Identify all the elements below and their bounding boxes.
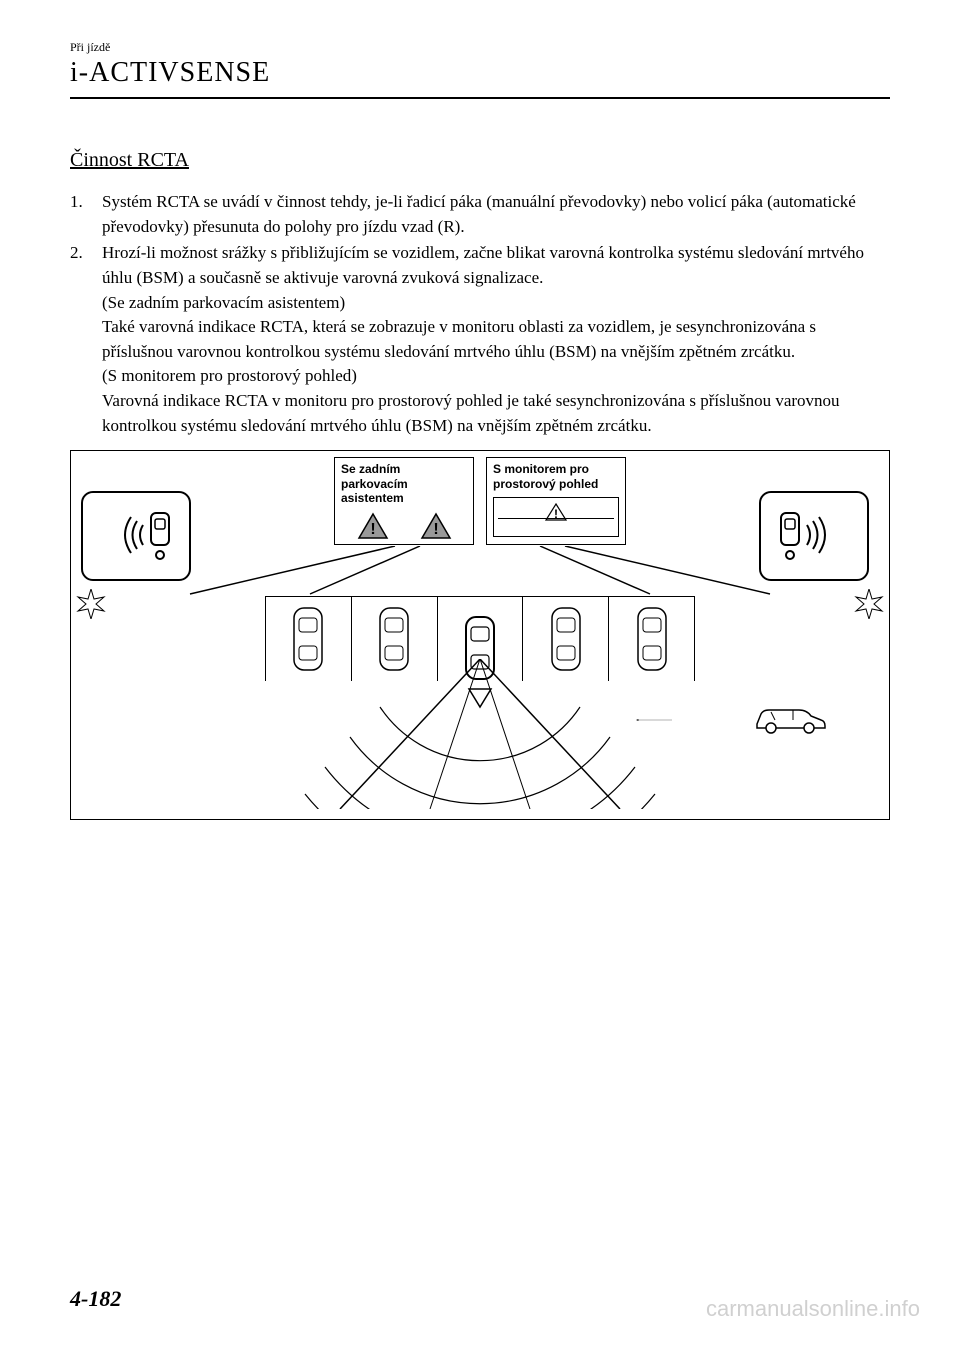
flash-icon (854, 589, 884, 619)
warning-triangle-icon: ! (357, 512, 389, 540)
label-right-text: S monitorem pro prostorový pohled (493, 462, 619, 491)
bsm-icon (769, 505, 829, 565)
list-item: 1. Systém RCTA se uvádí v činnost tehdy,… (70, 190, 890, 239)
header-rule (70, 97, 890, 99)
sub-para: Varovná indikace RCTA v monitoru pro pro… (102, 389, 890, 438)
label-box-right: S monitorem pro prostorový pohled ! (486, 457, 626, 544)
sub-para: (S monitorem pro prostorový pohled) (102, 364, 890, 389)
monitor-screen-icon: ! (493, 497, 619, 537)
list-num: 2. (70, 241, 83, 266)
label-box-left: Se zadním parkovacím asistentem ! ! (334, 457, 474, 544)
cone-lines (130, 546, 830, 596)
bsm-icon (121, 505, 181, 565)
warning-triangles-pair: ! ! (341, 512, 467, 540)
list-text: Systém RCTA se uvádí v činnost tehdy, je… (102, 192, 856, 236)
watermark: carmanualsonline.info (706, 1296, 920, 1322)
mirror-frame (759, 491, 869, 581)
sub-para: Také varovná indikace RCTA, která se zob… (102, 315, 890, 364)
mirror-right (759, 491, 879, 611)
mirror-left (81, 491, 201, 611)
svg-text:!: ! (433, 521, 438, 538)
mirror-frame (81, 491, 191, 581)
warning-triangle-icon: ! (420, 512, 452, 540)
list-num: 1. (70, 190, 83, 215)
screen-shelf (498, 518, 614, 528)
car-side-icon (749, 704, 829, 734)
radar-arcs (280, 659, 680, 809)
diagram-top-labels: Se zadním parkovacím asistentem ! ! S mo… (334, 457, 626, 544)
header-category: Při jízdě (70, 40, 890, 55)
list-item: 2. Hrozí-li možnost srážky s přibližujíc… (70, 241, 890, 438)
section-title: Činnost RCTA (70, 149, 890, 172)
flash-icon (76, 589, 106, 619)
svg-text:!: ! (370, 521, 375, 538)
list-text: Hrozí-li možnost srážky s přibližujícím … (102, 243, 864, 287)
diagram: Se zadním parkovacím asistentem ! ! S mo… (70, 450, 890, 820)
header-title: i-ACTIVSENSE (70, 57, 890, 89)
numbered-list: 1. Systém RCTA se uvádí v činnost tehdy,… (70, 190, 890, 438)
sub-para: (Se zadním parkovacím asistentem) (102, 291, 890, 316)
arrow-line (564, 719, 744, 721)
label-left-text: Se zadním parkovacím asistentem (341, 462, 467, 505)
page-number: 4-182 (70, 1286, 121, 1312)
